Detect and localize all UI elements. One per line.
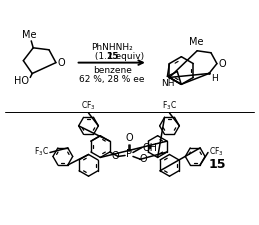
Text: O: O: [219, 58, 227, 69]
Text: Me: Me: [189, 37, 203, 47]
Text: 15: 15: [208, 158, 226, 171]
Text: NH: NH: [161, 79, 174, 88]
Text: Me: Me: [22, 30, 37, 40]
Text: (1.2 equiv): (1.2 equiv): [92, 52, 144, 61]
Text: OH: OH: [143, 143, 158, 153]
Text: O: O: [139, 154, 147, 164]
Text: 62 %, 28 % ee: 62 %, 28 % ee: [80, 75, 145, 84]
Text: O: O: [58, 58, 66, 68]
Text: benzene: benzene: [93, 66, 132, 75]
Text: CF$_3$: CF$_3$: [209, 145, 224, 158]
Text: CF$_3$: CF$_3$: [81, 99, 96, 112]
Text: P: P: [126, 149, 132, 160]
Text: O: O: [125, 133, 133, 143]
Text: 15: 15: [106, 52, 118, 61]
Text: F$_3$C: F$_3$C: [162, 99, 177, 112]
Text: F$_3$C: F$_3$C: [34, 145, 49, 158]
Text: O: O: [111, 151, 119, 162]
Text: HO: HO: [14, 76, 29, 86]
Text: PhNHNH₂: PhNHNH₂: [91, 43, 133, 52]
Text: H: H: [211, 74, 218, 83]
